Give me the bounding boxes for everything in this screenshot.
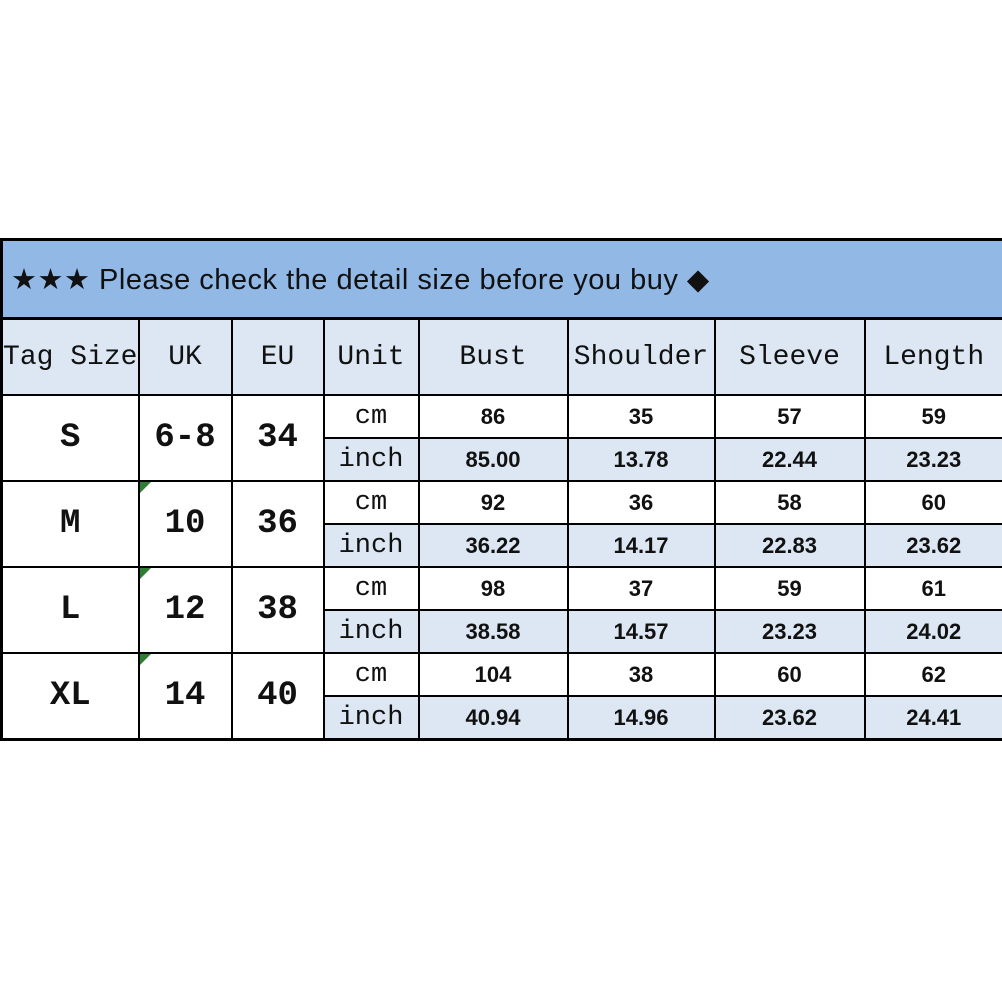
row-s-cm: S 6-8 34 cm 86 35 57 59 xyxy=(0,394,1002,482)
m-cm-length: 60 xyxy=(863,480,1002,525)
m-inch-length: 23.62 xyxy=(863,523,1002,568)
row-xl-inch: inch 40.94 14.96 23.62 24.41 xyxy=(2,695,1002,741)
header-sleeve: Sleeve xyxy=(713,317,866,396)
l-inch-length: 24.02 xyxy=(863,609,1002,654)
row-xl-cm: XL 14 40 cm 104 38 60 62 xyxy=(0,652,1002,741)
l-cm-shoulder: 37 xyxy=(566,566,716,611)
unit-label-cm: cm xyxy=(322,480,420,525)
m-cm-sleeve: 58 xyxy=(713,480,866,525)
header-shoulder: Shoulder xyxy=(566,317,716,396)
unit-label-cm: cm xyxy=(322,566,420,611)
header-bust: Bust xyxy=(417,317,569,396)
xl-cm-bust: 104 xyxy=(417,652,569,697)
eu-size-m: 36 xyxy=(230,480,325,568)
s-cm-shoulder: 35 xyxy=(566,394,716,439)
s-inch-bust: 85.00 xyxy=(417,437,569,482)
s-cm-length: 59 xyxy=(863,394,1002,439)
tag-size-l: L xyxy=(0,566,140,654)
header-length: Length xyxy=(863,317,1002,396)
s-inch-shoulder: 13.78 xyxy=(566,437,716,482)
header-uk: UK xyxy=(137,317,233,396)
unit-label-cm: cm xyxy=(322,394,420,439)
eu-size-xl: 40 xyxy=(230,652,325,741)
unit-label-inch: inch xyxy=(322,437,420,482)
unit-label-cm: cm xyxy=(322,652,420,697)
l-inch-sleeve: 23.23 xyxy=(713,609,866,654)
uk-size-xl: 14 xyxy=(137,652,233,741)
unit-label-inch: inch xyxy=(322,523,420,568)
uk-size-m: 10 xyxy=(137,480,233,568)
m-cm-shoulder: 36 xyxy=(566,480,716,525)
row-m-inch: inch 36.22 14.17 22.83 23.62 xyxy=(2,523,1002,568)
text-flag-triangle xyxy=(140,654,151,665)
xl-inch-length: 24.41 xyxy=(863,695,1002,741)
uk-size-l: 12 xyxy=(137,566,233,654)
size-chart-table: Tag Size UK EU Unit Bust Shoulder Sleeve… xyxy=(0,317,1002,741)
tag-size-m: M xyxy=(0,480,140,568)
xl-inch-shoulder: 14.96 xyxy=(566,695,716,741)
xl-inch-sleeve: 23.62 xyxy=(713,695,866,741)
xl-cm-shoulder: 38 xyxy=(566,652,716,697)
header-eu: EU xyxy=(230,317,325,396)
unit-label-inch: inch xyxy=(322,609,420,654)
text-flag-triangle xyxy=(140,569,151,579)
uk-size-l-value: 12 xyxy=(164,591,206,629)
header-unit: Unit xyxy=(322,317,420,396)
l-inch-shoulder: 14.57 xyxy=(566,609,716,654)
m-inch-sleeve: 22.83 xyxy=(713,523,866,568)
header-tag-size: Tag Size xyxy=(0,317,140,396)
notice-banner: ★★★ Please check the detail size before … xyxy=(0,238,1002,320)
l-cm-length: 61 xyxy=(863,566,1002,611)
row-l-cm: L 12 38 cm 98 37 59 61 xyxy=(0,566,1002,654)
m-inch-bust: 36.22 xyxy=(417,523,569,568)
tag-size-s: S xyxy=(0,394,140,482)
l-inch-bust: 38.58 xyxy=(417,609,569,654)
xl-cm-sleeve: 60 xyxy=(713,652,866,697)
row-m-cm: M 10 36 cm 92 36 58 60 xyxy=(0,480,1002,568)
s-cm-bust: 86 xyxy=(417,394,569,439)
uk-size-s: 6-8 xyxy=(137,394,233,482)
text-flag-triangle xyxy=(140,483,151,493)
row-s-inch: inch 85.00 13.78 22.44 23.23 xyxy=(2,437,1002,482)
tag-size-xl: XL xyxy=(0,652,140,741)
xl-inch-bust: 40.94 xyxy=(417,695,569,741)
unit-label-inch: inch xyxy=(322,695,420,741)
row-l-inch: inch 38.58 14.57 23.23 24.02 xyxy=(2,609,1002,654)
uk-size-m-value: 10 xyxy=(164,505,206,543)
s-inch-length: 23.23 xyxy=(863,437,1002,482)
m-inch-shoulder: 14.17 xyxy=(566,523,716,568)
eu-size-l: 38 xyxy=(230,566,325,654)
s-cm-sleeve: 57 xyxy=(713,394,866,439)
notice-banner-text: ★★★ Please check the detail size before … xyxy=(11,263,710,296)
l-cm-bust: 98 xyxy=(417,566,569,611)
xl-cm-length: 62 xyxy=(863,652,1002,697)
uk-size-xl-value: 14 xyxy=(164,677,206,715)
eu-size-s: 34 xyxy=(230,394,325,482)
l-cm-sleeve: 59 xyxy=(713,566,866,611)
m-cm-bust: 92 xyxy=(417,480,569,525)
header-row: Tag Size UK EU Unit Bust Shoulder Sleeve… xyxy=(0,317,1002,396)
s-inch-sleeve: 22.44 xyxy=(713,437,866,482)
